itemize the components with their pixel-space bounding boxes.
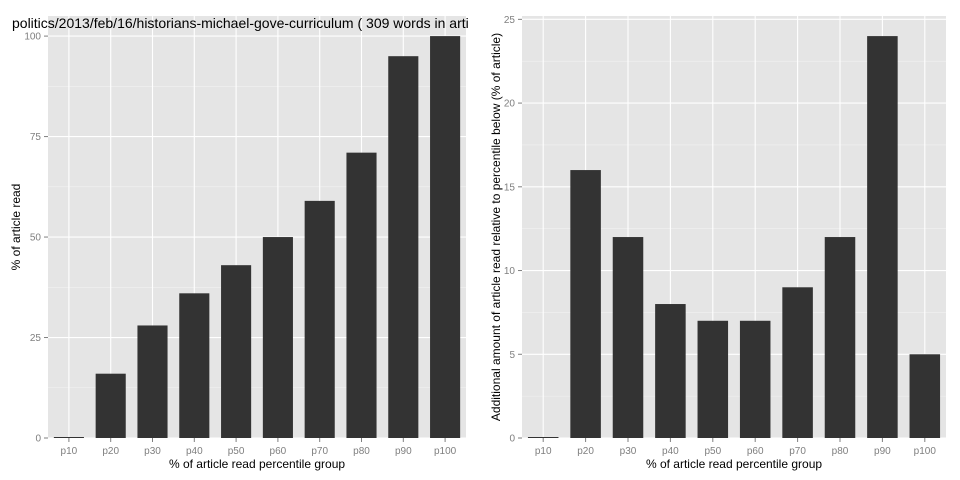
x-tick-label: p30 — [620, 446, 637, 457]
bar-p30 — [137, 325, 168, 438]
bar-p100 — [430, 36, 461, 438]
y-tick-label: 15 — [504, 182, 516, 193]
bar-p10 — [527, 437, 559, 438]
bar-p20 — [570, 170, 601, 439]
right-bars — [527, 36, 941, 439]
x-tick-label: p40 — [662, 446, 679, 457]
y-tick-label: 0 — [509, 434, 515, 445]
bar-p10 — [53, 437, 84, 438]
right-y-ticks: 0 5 10 15 20 25 — [504, 15, 522, 445]
y-tick-label: 100 — [24, 32, 41, 43]
x-tick-label: p40 — [186, 446, 203, 457]
right-y-axis-label: Additional amount of article read relati… — [489, 33, 503, 421]
left-x-axis-label: % of article read percentile group — [169, 457, 345, 471]
x-tick-label: p20 — [577, 446, 594, 457]
x-tick-label: p100 — [914, 446, 937, 457]
x-tick-label: p30 — [144, 446, 161, 457]
bar-p40 — [655, 304, 686, 438]
bar-p90 — [867, 36, 898, 438]
bar-p90 — [388, 56, 419, 438]
x-tick-label: p50 — [228, 446, 245, 457]
x-tick-label: p80 — [832, 446, 849, 457]
bar-p70 — [782, 287, 813, 438]
y-tick-label: 75 — [30, 132, 42, 143]
x-tick-label: p60 — [747, 446, 764, 457]
bar-p80 — [346, 152, 377, 438]
left-bars — [53, 36, 461, 438]
left-chart-title: politics/2013/feb/16/historians-michael-… — [12, 15, 469, 31]
bar-p40 — [179, 293, 210, 438]
y-tick-label: 50 — [30, 233, 42, 244]
y-tick-label: 0 — [35, 434, 41, 445]
x-tick-label: p10 — [535, 446, 552, 457]
x-tick-label: p20 — [102, 446, 119, 457]
x-tick-label: p100 — [434, 446, 457, 457]
x-tick-label: p90 — [395, 446, 412, 457]
x-tick-label: p90 — [874, 446, 891, 457]
right-x-axis-label: % of article read percentile group — [646, 457, 822, 471]
bar-p30 — [612, 237, 644, 438]
x-tick-label: p10 — [61, 446, 78, 457]
bar-p50 — [221, 265, 252, 438]
y-tick-label: 20 — [504, 99, 516, 110]
x-tick-label: p50 — [704, 446, 721, 457]
bar-p100 — [909, 354, 941, 438]
left-y-ticks: 0 25 50 75 100 — [24, 32, 48, 445]
y-tick-label: 25 — [30, 333, 42, 344]
left-x-ticks: p10 p20 p30 p40 p50 p60 p70 p80 p90 p100 — [61, 438, 457, 457]
y-tick-label: 5 — [509, 350, 515, 361]
bar-p60 — [739, 320, 771, 438]
bar-p20 — [95, 373, 126, 438]
x-tick-label: p80 — [353, 446, 370, 457]
bar-p60 — [262, 237, 293, 438]
bar-p50 — [697, 320, 729, 438]
x-tick-label: p70 — [789, 446, 806, 457]
y-tick-label: 25 — [504, 15, 516, 26]
x-tick-label: p70 — [311, 446, 328, 457]
bar-p70 — [304, 200, 335, 438]
left-y-axis-label: % of article read — [9, 184, 23, 271]
x-tick-label: p60 — [270, 446, 287, 457]
y-tick-label: 10 — [504, 266, 516, 277]
right-x-ticks: p10 p20 p30 p40 p50 p60 p70 p80 p90 p100 — [535, 438, 937, 457]
bar-p80 — [824, 237, 856, 438]
